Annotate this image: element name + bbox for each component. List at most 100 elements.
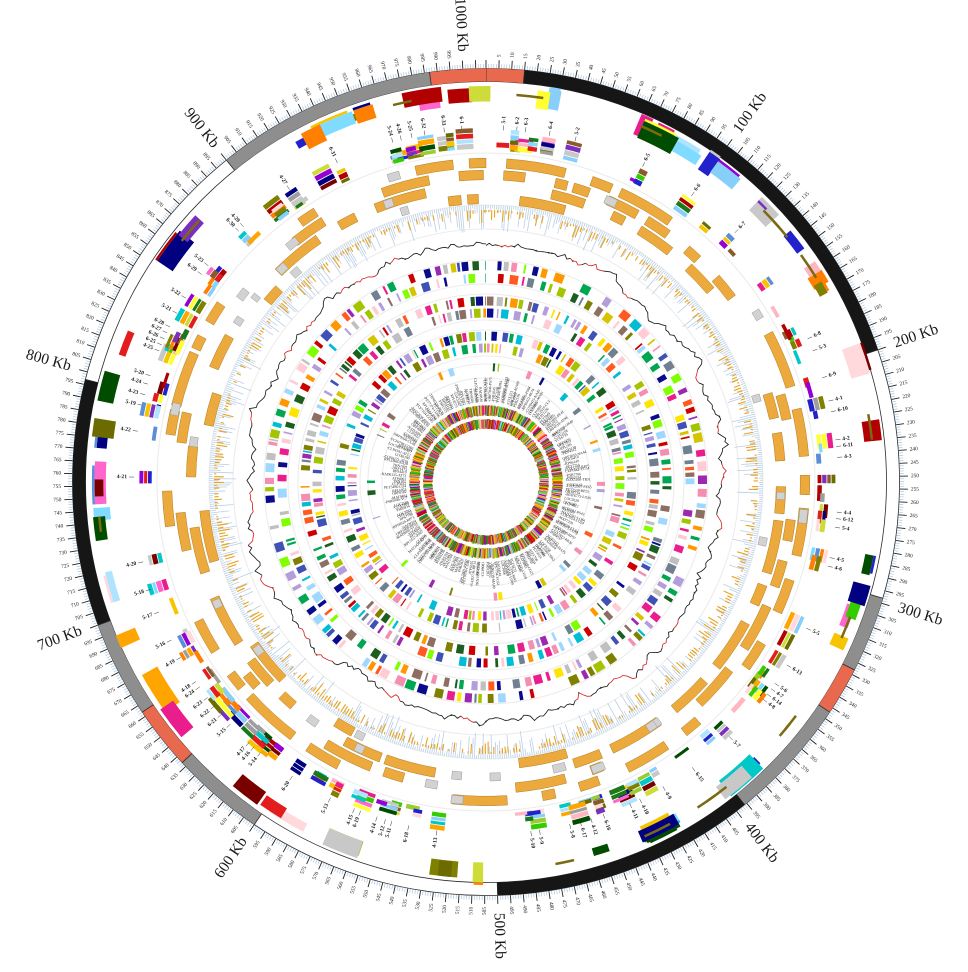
svg-text:5-8: 5-8	[568, 830, 576, 839]
svg-text:320: 320	[872, 654, 882, 663]
svg-text:4-12: 4-12	[590, 824, 599, 836]
svg-text:-COX1804: -COX1804	[393, 502, 410, 510]
svg-text:595: 595	[252, 840, 262, 850]
svg-text:PET2539-RP25: PET2539-RP25	[565, 487, 589, 493]
svg-text:395: 395	[751, 810, 761, 820]
svg-text:5-2: 5-2	[574, 127, 582, 136]
svg-text:480: 480	[547, 902, 554, 911]
svg-text:ATP4959: ATP4959	[510, 392, 518, 407]
svg-text:COX3323: COX3323	[397, 510, 413, 519]
svg-text:5-20: 5-20	[133, 368, 145, 377]
svg-text:405: 405	[730, 826, 740, 836]
center-gene-labels: -PET1102-AT87 -ORF7846-PS75-PSB1045-LOC32…	[380, 376, 592, 589]
svg-text:290: 290	[899, 578, 909, 586]
svg-text:-NAD7494: -NAD7494	[450, 556, 460, 573]
svg-text:840: 840	[108, 265, 118, 274]
svg-text:940: 940	[303, 87, 312, 97]
svg-text:4-9: 4-9	[663, 791, 672, 801]
line-plot	[246, 241, 730, 727]
svg-text:CLP1644-YC54: CLP1644-YC54	[565, 466, 590, 473]
svg-text:-COX9981-MA93: -COX9981-MA93	[500, 376, 509, 404]
svg-text:PET3496-CO4: PET3496-CO4	[384, 484, 406, 489]
svg-text:810: 810	[75, 338, 85, 346]
svg-text:710: 710	[70, 601, 80, 609]
svg-text:RPS9920: RPS9920	[475, 561, 480, 575]
svg-text:885: 885	[182, 170, 192, 180]
svg-text:LOC1066: LOC1066	[500, 560, 507, 575]
svg-text:-PSB5046-YC7: -PSB5046-YC7	[384, 496, 408, 505]
svg-text:280: 280	[904, 552, 913, 559]
svg-text:PSB1373: PSB1373	[438, 399, 448, 413]
svg-text:-LOC3107: -LOC3107	[448, 555, 458, 571]
svg-text:5-23: 5-23	[193, 253, 205, 264]
orange-tick-histogram	[213, 209, 759, 755]
svg-text:4-21: 4-21	[117, 474, 128, 480]
svg-text:-TRN5354: -TRN5354	[438, 551, 449, 567]
feature-blocks-outer	[91, 85, 882, 885]
svg-text:970: 970	[379, 61, 387, 71]
svg-text:4-4: 4-4	[843, 510, 851, 517]
svg-text:55: 55	[626, 75, 634, 82]
svg-text:460: 460	[599, 890, 607, 900]
svg-text:745: 745	[54, 510, 63, 517]
svg-text:6-11: 6-11	[843, 442, 854, 449]
svg-text:830: 830	[96, 289, 106, 298]
svg-text:500 Kb: 500 Kb	[491, 913, 509, 960]
svg-text:5-14: 5-14	[248, 756, 259, 768]
svg-text:TRN1596-CL64: TRN1596-CL64	[475, 561, 481, 586]
svg-text:95: 95	[721, 123, 729, 131]
svg-text:250: 250	[911, 473, 919, 479]
svg-text:NAD2384: NAD2384	[402, 433, 417, 444]
svg-text:6-5: 6-5	[643, 152, 652, 162]
karyotype-ring	[72, 68, 900, 896]
svg-text:4-13: 4-13	[432, 837, 439, 848]
svg-text:6-12: 6-12	[843, 517, 854, 524]
svg-text:RPS7798: RPS7798	[399, 512, 414, 521]
svg-text:545: 545	[375, 893, 383, 903]
svg-text:-COX3163: -COX3163	[566, 483, 583, 488]
svg-text:935: 935	[291, 93, 300, 103]
svg-text:325: 325	[867, 666, 877, 675]
svg-text:6-7: 6-7	[738, 221, 748, 231]
svg-text:COX8932: COX8932	[464, 389, 471, 405]
svg-text:130: 130	[792, 181, 802, 191]
gene-ring-4	[367, 363, 605, 601]
svg-text:ATP1708: ATP1708	[528, 548, 539, 562]
svg-text:4-26: 4-26	[394, 123, 402, 135]
svg-text:NAD328: NAD328	[561, 507, 575, 515]
svg-text:930: 930	[279, 99, 288, 109]
svg-text:4-28: 4-28	[229, 212, 241, 224]
svg-text:-RPL5801-RP60: -RPL5801-RP60	[459, 559, 469, 584]
svg-text:435: 435	[661, 867, 670, 877]
svg-text:-RPS5031: -RPS5031	[445, 395, 455, 411]
svg-text:650: 650	[143, 742, 153, 752]
svg-text:240: 240	[910, 446, 919, 453]
svg-text:6-13: 6-13	[791, 666, 803, 677]
svg-text:530: 530	[415, 901, 422, 910]
svg-text:COX5750-RP75: COX5750-RP75	[565, 464, 590, 472]
svg-text:805: 805	[71, 351, 81, 359]
svg-text:230: 230	[907, 419, 916, 426]
svg-text:220: 220	[902, 393, 911, 401]
svg-text:550: 550	[362, 889, 370, 899]
svg-text:COX180: COX180	[563, 500, 577, 507]
svg-text:5-17: 5-17	[142, 612, 154, 621]
svg-text:270: 270	[908, 526, 917, 533]
svg-text:MAT6517: MAT6517	[454, 557, 463, 573]
svg-text:-PET7443: -PET7443	[441, 552, 451, 567]
svg-text:YCF6759: YCF6759	[554, 433, 569, 444]
svg-text:880: 880	[172, 179, 182, 189]
svg-text:4-24: 4-24	[130, 377, 142, 386]
svg-text:-MAT6772-LO26: -MAT6772-LO26	[565, 492, 592, 500]
svg-text:5-5: 5-5	[811, 629, 820, 638]
svg-text:MAT5708: MAT5708	[444, 554, 454, 570]
svg-text:6-23: 6-23	[192, 699, 204, 710]
svg-text:390: 390	[762, 802, 772, 812]
svg-text:6-33: 6-33	[439, 115, 446, 126]
svg-text:385: 385	[771, 793, 781, 803]
svg-text:4-27: 4-27	[277, 174, 288, 186]
svg-text:PET5934: PET5934	[531, 546, 542, 560]
svg-text:6-8: 6-8	[813, 330, 822, 339]
svg-text:6-20: 6-20	[281, 780, 292, 792]
svg-text:YCF4273: YCF4273	[509, 557, 517, 572]
